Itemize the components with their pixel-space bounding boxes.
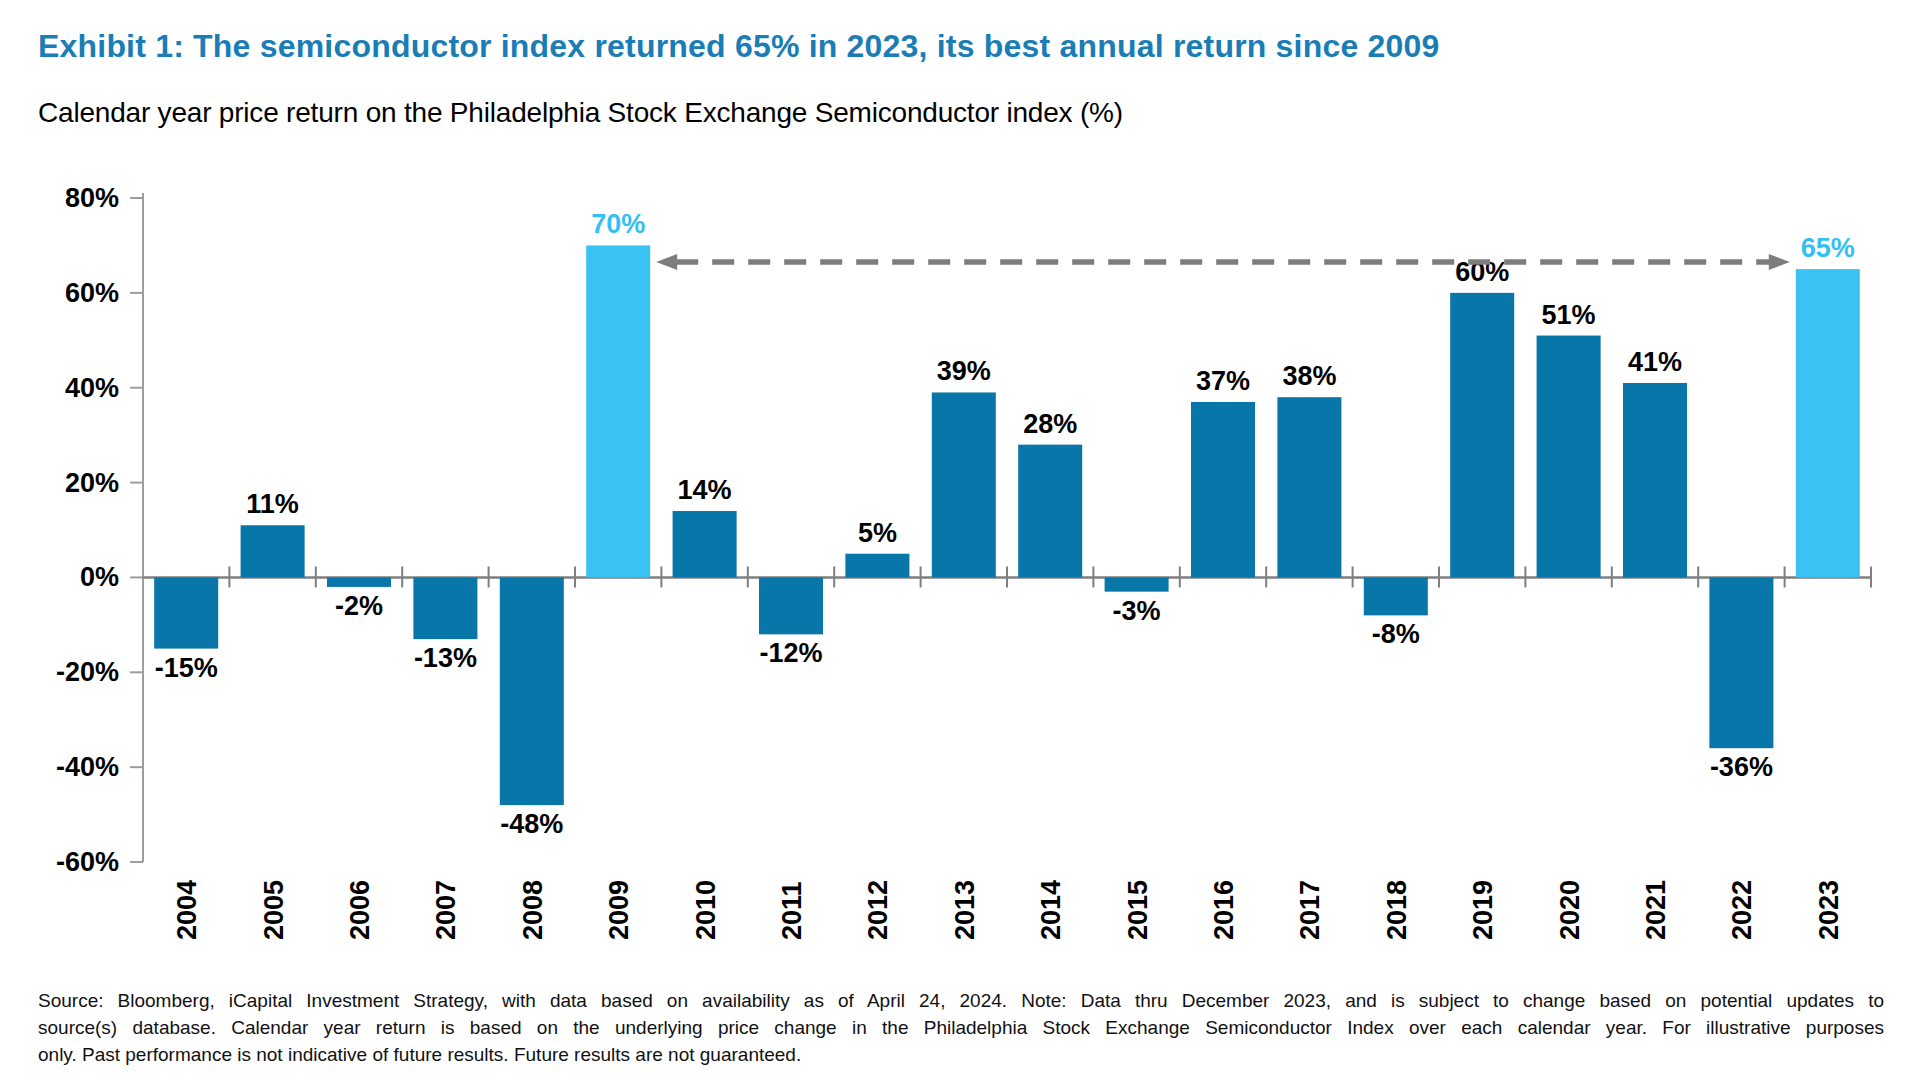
range-arrow-left-head (656, 254, 677, 270)
x-axis-year-label-2021: 2021 (1641, 880, 1671, 940)
x-axis-year-label-2017: 2017 (1295, 880, 1325, 940)
bar-2007 (413, 577, 477, 639)
source-footnote-line: Source: Bloomberg, iCapital Investment S… (38, 987, 1884, 1014)
bar-value-label-2023: 65% (1801, 233, 1855, 263)
bar-value-label-2018: -8% (1372, 619, 1420, 649)
bar-value-label-2006: -2% (335, 591, 383, 621)
y-axis-tick-label: -40% (56, 752, 119, 782)
y-axis-tick-label: 60% (65, 278, 119, 308)
bar-2014 (1018, 445, 1082, 578)
bar-2010 (673, 511, 737, 577)
bar-value-label-2015: -3% (1113, 596, 1161, 626)
bar-value-label-2014: 28% (1023, 409, 1077, 439)
x-axis-year-label-2023: 2023 (1814, 880, 1844, 940)
bar-value-label-2009: 70% (591, 209, 645, 239)
bar-2017 (1277, 397, 1341, 577)
bar-value-label-2020: 51% (1542, 300, 1596, 330)
bar-2013 (932, 392, 996, 577)
source-footnote-line: only. Past performance is not indicative… (38, 1041, 1884, 1068)
x-axis-year-label-2010: 2010 (691, 880, 721, 940)
bar-2009 (586, 245, 650, 577)
bar-value-label-2017: 38% (1282, 361, 1336, 391)
bar-value-label-2012: 5% (858, 518, 897, 548)
y-axis-tick-label: 80% (65, 183, 119, 213)
x-axis-year-label-2005: 2005 (259, 880, 289, 940)
bar-2015 (1105, 577, 1169, 591)
x-axis-year-label-2011: 2011 (777, 881, 807, 940)
source-footnote: Source: Bloomberg, iCapital Investment S… (38, 987, 1884, 1068)
bar-2004 (154, 577, 218, 648)
x-axis-year-label-2007: 2007 (431, 880, 461, 940)
x-axis-year-label-2014: 2014 (1036, 880, 1066, 940)
x-axis-year-label-2008: 2008 (518, 880, 548, 940)
bar-value-label-2008: -48% (500, 809, 563, 839)
x-axis-year-label-2004: 2004 (172, 880, 202, 940)
x-axis-year-label-2015: 2015 (1123, 880, 1153, 940)
y-axis-tick-label: -20% (56, 657, 119, 687)
bar-2012 (845, 554, 909, 578)
x-axis-year-label-2019: 2019 (1468, 880, 1498, 940)
bar-value-label-2004: -15% (155, 653, 218, 683)
y-axis-tick-label: 40% (65, 373, 119, 403)
y-axis-tick-label: 0% (80, 562, 119, 592)
semiconductor-returns-bar-chart: 80% 60% 40% 20% 0% -20% -40% -60% -15% 2004 11% 200… (0, 158, 1920, 970)
chart-subtitle: Calendar year price return on the Philad… (38, 97, 1123, 129)
x-axis-year-label-2009: 2009 (604, 880, 634, 940)
bar-value-label-2021: 41% (1628, 347, 1682, 377)
chart-canvas: 80% 60% 40% 20% 0% -20% -40% -60% -15% 2004 11% 200… (0, 158, 1920, 970)
bar-value-label-2007: -13% (414, 643, 477, 673)
x-axis-year-label-2012: 2012 (863, 880, 893, 940)
bar-2023 (1796, 269, 1860, 577)
bar-2018 (1364, 577, 1428, 615)
x-axis-year-label-2006: 2006 (345, 880, 375, 940)
bar-value-label-2022: -36% (1710, 752, 1773, 782)
range-arrow-right-head (1769, 254, 1790, 270)
y-axis-tick-label: -60% (56, 847, 119, 877)
x-axis-year-label-2018: 2018 (1382, 880, 1412, 940)
bar-2006 (327, 577, 391, 586)
bar-value-label-2016: 37% (1196, 366, 1250, 396)
bar-2011 (759, 577, 823, 634)
bar-2005 (241, 525, 305, 577)
bar-2008 (500, 577, 564, 805)
exhibit-title: Exhibit 1: The semiconductor index retur… (38, 28, 1440, 65)
bar-2020 (1537, 336, 1601, 578)
bar-2021 (1623, 383, 1687, 577)
x-axis-year-label-2016: 2016 (1209, 880, 1239, 940)
x-axis-year-label-2013: 2013 (950, 880, 980, 940)
bar-2016 (1191, 402, 1255, 577)
source-footnote-line: source(s) database. Calendar year return… (38, 1014, 1884, 1041)
bar-2019 (1450, 293, 1514, 578)
bar-value-label-2011: -12% (759, 638, 822, 668)
bar-value-label-2013: 39% (937, 356, 991, 386)
bar-value-label-2005: 11% (246, 489, 299, 519)
bar-2022 (1709, 577, 1773, 748)
x-axis-year-label-2022: 2022 (1727, 880, 1757, 940)
bar-value-label-2010: 14% (678, 475, 732, 505)
x-axis-year-label-2020: 2020 (1555, 880, 1585, 940)
y-axis-tick-label: 20% (65, 468, 119, 498)
